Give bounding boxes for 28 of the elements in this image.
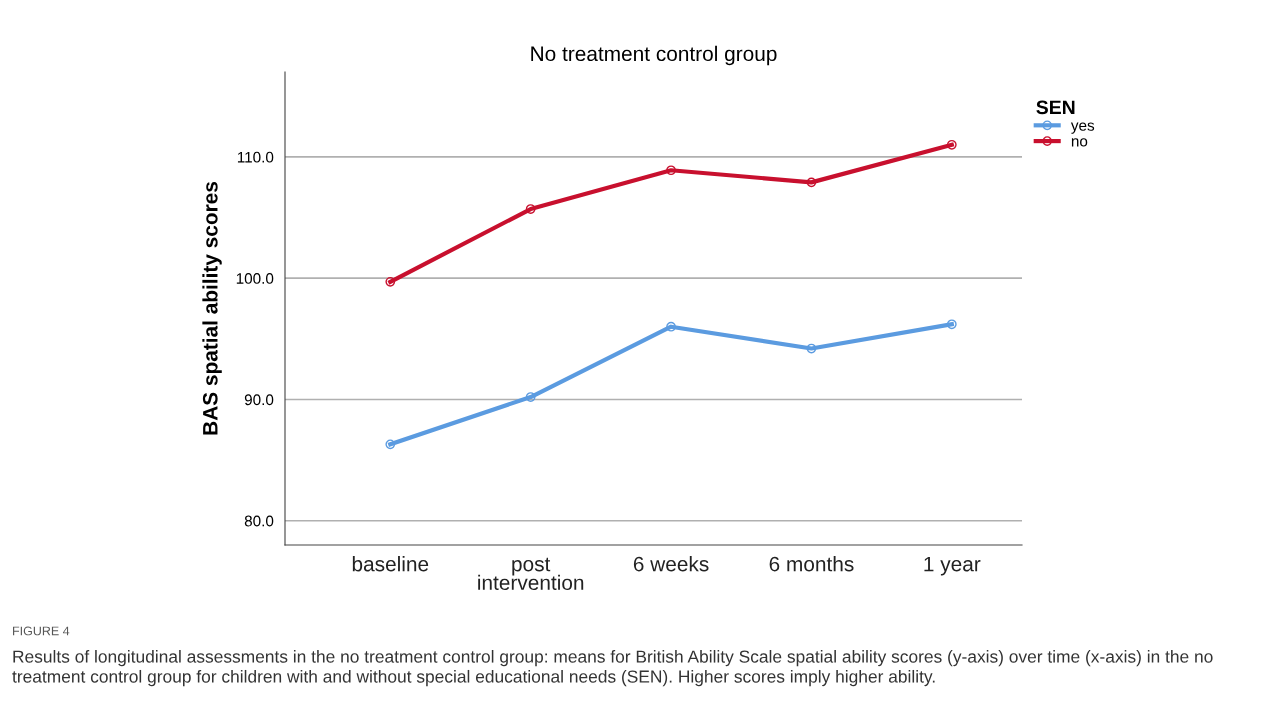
point [525, 204, 536, 214]
legend-title: SEN [1036, 100, 1075, 115]
caption: FIGURE 4 [13, 626, 70, 636]
text: Results of longitudinal assessments in the no treatment control group: means for British Ability Scale spatial ability scores (y-axis) over time (x-axis) in the no treatment control group for children with and without special educational needs (SEN). Higher scores imply higher ability. [12, 650, 1213, 687]
point [666, 165, 676, 176]
x-tick-label: 1 year [924, 556, 981, 576]
point [946, 319, 957, 330]
y-axis-title: BAS spatial ability scores [202, 181, 222, 435]
point [806, 343, 817, 354]
line-series [385, 319, 957, 450]
x-tick-label: post intervention [478, 557, 584, 591]
x-tick-label: 6 weeks [633, 556, 709, 572]
x-tick-label: 6 months [769, 556, 854, 572]
chart-title: No treatment control group [531, 45, 777, 66]
y-tick-label: 80.0 [244, 515, 274, 527]
legend-label: yes [1070, 122, 1095, 134]
y-tick-label: 100.0 [236, 273, 274, 284]
point [385, 439, 396, 450]
y-tick-label: 110.0 [237, 151, 274, 163]
point [946, 139, 957, 150]
point [385, 276, 396, 287]
point [525, 392, 536, 402]
line-series [385, 139, 957, 287]
y-tick-label: 90.0 [244, 394, 274, 406]
point [666, 321, 676, 332]
legend-label: no [1071, 138, 1088, 147]
x-tick-label: baseline [352, 556, 429, 572]
point [806, 177, 817, 188]
